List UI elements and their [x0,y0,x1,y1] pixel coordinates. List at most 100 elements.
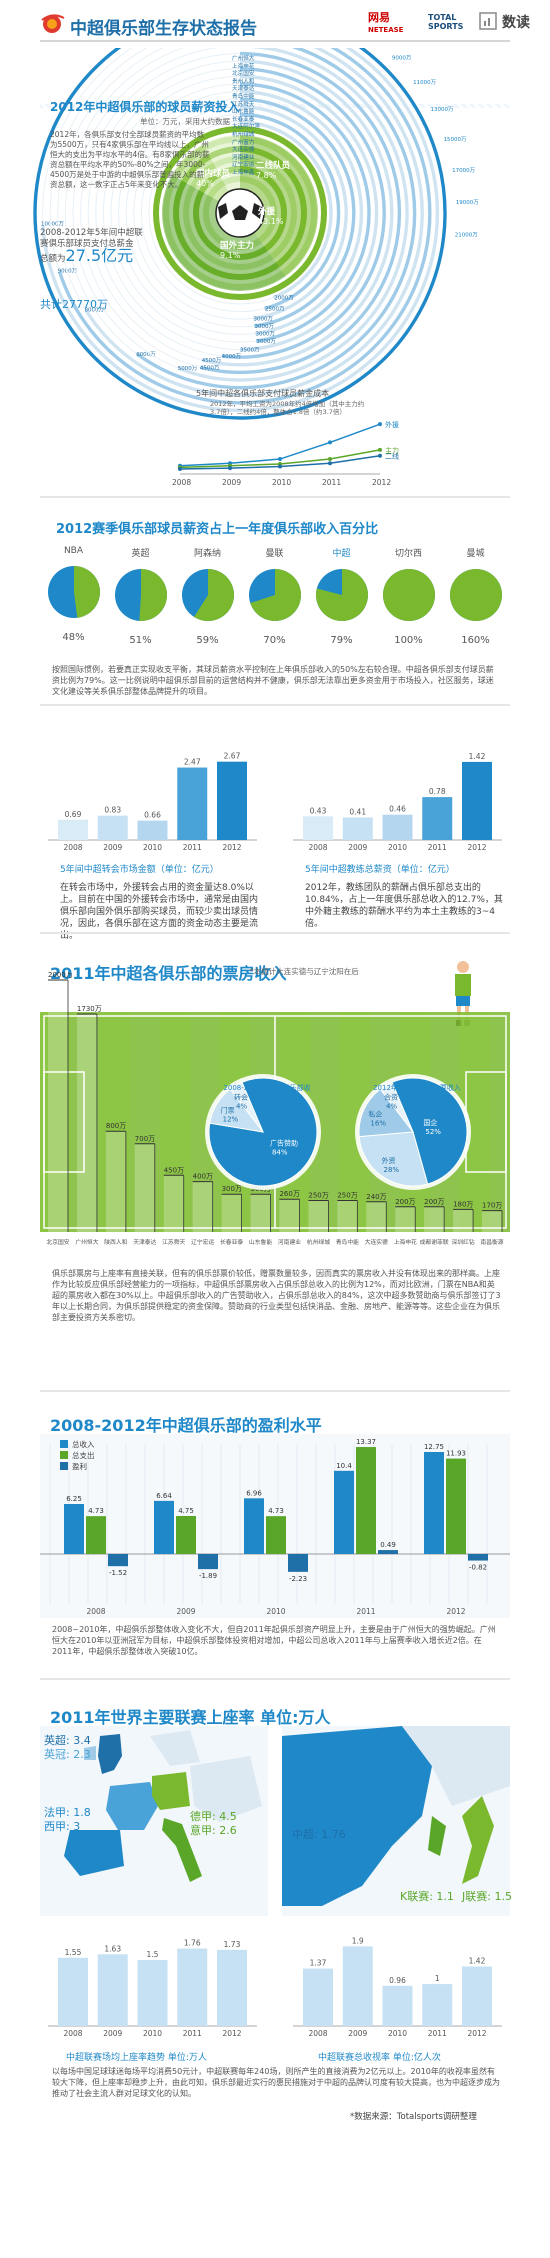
x-tick-label: 2009 [103,2029,122,2038]
bar [64,1504,84,1554]
pie-slice [382,569,435,621]
section6-text: 以每场中国足球球迷每场平均消费50元计，中超联赛每年240场，则所产生的直接消费… [52,2067,500,2098]
ring-club-label: 河南建业 [232,154,255,161]
pie-slice [240,135,319,277]
bar-value-label: 0.41 [349,807,366,816]
bar-value-label: 0.96 [389,1976,406,1985]
series-label: 二线 [385,452,399,461]
bar [163,1175,184,1232]
bar [378,1550,398,1554]
bar-value-label: 4.75 [178,1507,194,1515]
ring-club-label: 江苏舜天 [232,101,255,108]
ring-arc [239,120,333,300]
bar-value-label: 0.49 [380,1541,396,1549]
datablog-logo: 数读 [478,10,538,32]
series-point [378,453,382,458]
bar-value-label: 0.43 [310,806,327,815]
map-label-kleague: K联赛: 1.1 [400,1890,454,1903]
bar [154,1500,174,1554]
ring-value-label: 2500万 [265,305,285,312]
football-patch [218,203,228,219]
bar [422,1984,453,2026]
league-pie: 曼联 70% [241,546,308,656]
ring-club-label: 贵州人和 [232,78,255,85]
legend-label: 盈利 [72,1461,87,1471]
bar-value-label: 240万 [366,1193,386,1201]
pie-slice [193,569,234,621]
league-pct: 79% [330,635,353,646]
x-tick-label: 青岛中能 [336,1238,359,1246]
bar-value-label: 0.83 [104,806,121,815]
bar [176,1516,196,1554]
league-pie-chart [382,569,435,621]
pitch-stripe [160,1012,190,1232]
pie-slice-pct: 43.1% [258,217,284,226]
pie-total-value: 27.5亿元 [65,246,134,265]
bar-value-label: 1.42 [469,752,486,761]
pie-slice [73,566,100,618]
bar-value-label: 0.46 [389,805,406,814]
bar-value-label: 1 [435,1974,440,1983]
salary-ring-chart: 22000万10000万9000万8000万6000万5000万4500万450… [33,48,479,420]
x-tick-label: 2008 [172,478,191,487]
ring-arc [239,97,356,328]
x-tick-label: 2008 [63,843,82,852]
pie-slice-pct: 7.8% [256,171,277,180]
league-pie-row: NBA 48% 英超 51% 阿森纳 59% 曼联 70% 中超 79% 切尔西 100% 曼城 160% [40,546,510,656]
ring-club-label: 杭州绿城 [232,131,255,138]
pie-slice-label: 国外主力 [220,240,254,251]
bar [308,1200,329,1232]
scale-label: 13000万 [431,106,454,113]
ring-arc [239,74,379,352]
map-label-laliga: 西甲: 3 [44,1820,81,1833]
x-tick-label: 2010 [266,1607,285,1616]
scale-label: 9000万 [392,54,412,61]
pie-slice [138,569,167,621]
ring-arc [177,48,409,382]
league-pct: 160% [461,635,490,646]
pie1-pct: 4% [236,1102,247,1110]
x-tick-label: 2009 [222,478,241,487]
ring-value-label: 4500万 [202,357,222,364]
section4-title-note: *本统计大连实德与辽宁沈阳在后 [250,967,359,976]
series-point [278,464,282,469]
series-point [178,467,182,472]
ring-value-label: 10000万 [41,221,64,228]
bar [482,1210,502,1232]
league-name: 曼联 [265,549,284,559]
league-pie-chart [181,569,234,621]
ring-arc [33,48,447,420]
ring-club-labels: 广州恒大 上海申花 北京国安 贵州人和 天津泰达 青岛中能 江苏舜天 山东鲁能 长春亚泰 大连阿尔… [232,56,272,178]
league-pct: 51% [129,635,152,646]
league-name: NBA [63,546,84,556]
x-tick-label: 2011 [183,843,202,852]
x-tick-label: 辽宁宏运 [191,1238,214,1246]
bar-value-label: 11.93 [446,1450,466,1458]
ring-arc [199,51,402,375]
bar-value-label: 450万 [164,1166,184,1174]
legend-label: 总支出 [72,1450,95,1460]
bar-value-label: 800万 [106,1122,126,1130]
header-rule [40,40,510,42]
league-pct: 70% [263,635,286,646]
legend-label: 总收入 [72,1439,95,1449]
x-tick-label: 陕西人和 [104,1238,127,1246]
bar [137,820,168,840]
tv-chart-title: 中超联赛总收视率 单位:亿人次 [318,2053,441,2063]
map-label-epl: 英超: 3.4 [44,1734,91,1747]
attendance-section: 2011年世界主要联赛上座率 单位:万人 英超: 3.4 英冠: 2.3 法甲:… [0,1678,550,2258]
section1-title: 2012年中超俱乐部的球员薪资投入 [50,100,240,114]
map-label-seriea: 意甲: 2.6 [190,1824,237,1837]
transfer-text: 在转会市场中，外援转会占用的资金量达8.0%以上。目前在中国的外援转会市场中，通… [60,883,259,941]
league-name: 中超 [332,549,351,559]
bar-value-label: 1730万 [77,1005,102,1013]
pie-slice-pct: 40% [196,179,214,188]
league-pie: 曼城 160% [442,546,509,656]
league-name: 英超 [131,549,150,559]
bar [221,1194,242,1232]
pie-slice [315,569,368,621]
bar-value-label: 10.4 [336,1462,352,1470]
ring-club-label: 长春亚泰 [232,116,255,123]
bar-value-label: 200万 [395,1198,415,1206]
bar-value-label: 4.73 [88,1507,104,1515]
